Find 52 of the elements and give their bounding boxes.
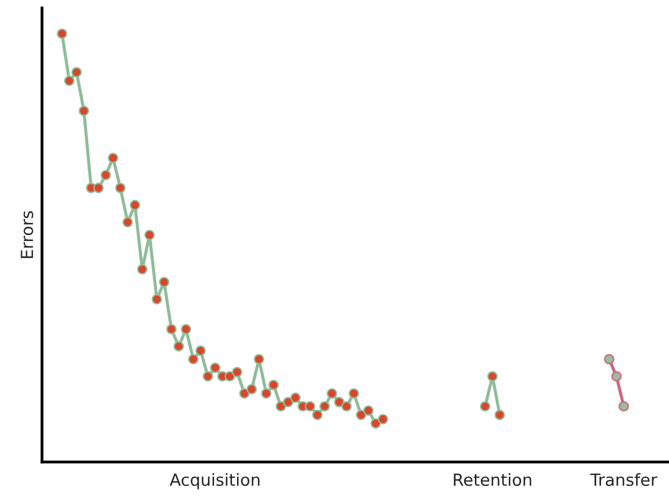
point <box>618 401 629 412</box>
point <box>100 170 111 180</box>
point <box>122 216 133 228</box>
x-tick-label: Acquisition <box>170 473 260 490</box>
point <box>341 401 352 412</box>
point <box>166 324 177 334</box>
point <box>370 418 381 429</box>
point <box>378 414 388 424</box>
point <box>363 405 374 416</box>
point <box>56 28 68 39</box>
point <box>195 345 206 356</box>
point <box>611 371 622 382</box>
point <box>188 354 199 364</box>
point <box>202 371 214 382</box>
point <box>144 230 155 240</box>
point <box>71 67 82 78</box>
point <box>137 264 148 274</box>
point <box>290 392 301 403</box>
point <box>152 294 162 304</box>
point <box>130 200 140 210</box>
point <box>115 182 126 194</box>
point <box>356 410 366 420</box>
point <box>174 341 184 352</box>
point <box>108 152 118 164</box>
point <box>334 396 344 408</box>
point <box>312 410 323 420</box>
y-axis-title: Errors <box>20 211 34 258</box>
point <box>268 380 279 390</box>
point <box>487 371 498 382</box>
x-tick-label: Transfer <box>590 473 658 486</box>
point <box>239 388 250 399</box>
point <box>246 384 257 394</box>
point <box>210 362 220 373</box>
point <box>158 276 170 288</box>
point <box>224 371 235 382</box>
point <box>480 401 490 412</box>
point <box>326 388 338 399</box>
point <box>254 354 264 364</box>
point <box>604 354 614 364</box>
point <box>261 388 272 399</box>
point <box>494 410 505 420</box>
point <box>180 324 192 334</box>
point <box>93 182 104 194</box>
point <box>64 76 74 86</box>
point <box>282 396 294 408</box>
x-tick-label: Retention <box>454 473 532 486</box>
point <box>232 366 242 378</box>
point <box>319 401 330 412</box>
point <box>276 401 286 412</box>
point <box>78 106 90 116</box>
point <box>348 388 360 399</box>
point <box>304 401 316 412</box>
